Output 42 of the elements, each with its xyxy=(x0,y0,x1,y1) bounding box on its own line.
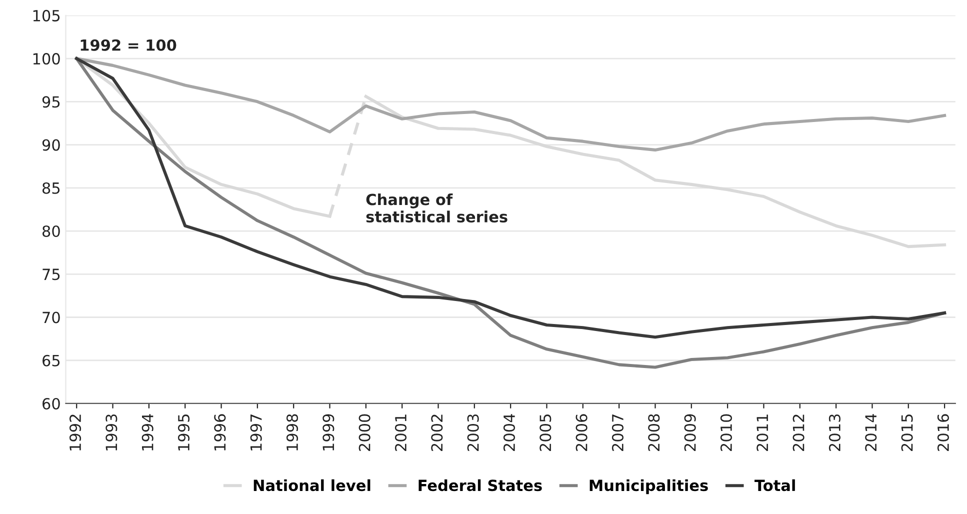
x-tick-label: 2000 xyxy=(358,414,370,451)
x-tick-label: 2016 xyxy=(937,414,949,451)
x-tick-label: 1994 xyxy=(142,414,154,450)
x-tick-label: 1995 xyxy=(178,414,190,450)
y-tick-label: 95 xyxy=(42,96,60,108)
x-tick-label: 2006 xyxy=(576,414,588,451)
legend-label: Total xyxy=(754,479,795,492)
x-tick-label: 2001 xyxy=(394,414,407,451)
x-tick-label: 2013 xyxy=(828,414,840,451)
x-tick-label: 1992 xyxy=(69,414,82,450)
legend-label: Federal States xyxy=(418,479,542,492)
annotation: Change of statistical series xyxy=(366,193,508,222)
x-tick-label: 2011 xyxy=(756,414,768,451)
x-tick-label: 2005 xyxy=(540,414,552,451)
x-tick-label: 2015 xyxy=(901,414,913,451)
x-tick-label: 2003 xyxy=(467,414,479,451)
y-tick-label: 85 xyxy=(42,182,60,194)
y-tick-label: 60 xyxy=(42,398,60,410)
annotation: 1992 = 100 xyxy=(80,39,176,51)
x-tick-label: 1993 xyxy=(106,414,118,450)
x-tick-label: 2007 xyxy=(612,414,624,451)
legend-label: Municipalities xyxy=(590,479,708,494)
x-tick-label: 1999 xyxy=(322,414,334,450)
x-tick-label: 2008 xyxy=(648,414,660,451)
x-tick-label: 2009 xyxy=(684,414,696,451)
line-series xyxy=(75,57,946,152)
x-tick-label: 1996 xyxy=(214,414,226,450)
y-tick-label: 65 xyxy=(42,354,60,366)
y-tick-label: 100 xyxy=(33,53,60,65)
y-tick-label: 70 xyxy=(42,312,60,324)
x-tick-label: 1998 xyxy=(286,414,298,450)
y-tick-label: 90 xyxy=(42,139,60,151)
x-tick-label: 2002 xyxy=(431,414,443,451)
y-tick-label: 80 xyxy=(42,225,60,238)
x-tick-label: 2012 xyxy=(792,414,804,451)
x-tick-label: 1997 xyxy=(250,414,262,450)
x-tick-label: 2010 xyxy=(720,414,732,451)
x-tick-label: 2004 xyxy=(503,414,516,451)
x-tick-label: 2014 xyxy=(865,414,877,451)
y-tick-label: 75 xyxy=(42,268,60,280)
legend-label: National level xyxy=(254,479,370,492)
y-tick-label: 105 xyxy=(33,10,60,22)
